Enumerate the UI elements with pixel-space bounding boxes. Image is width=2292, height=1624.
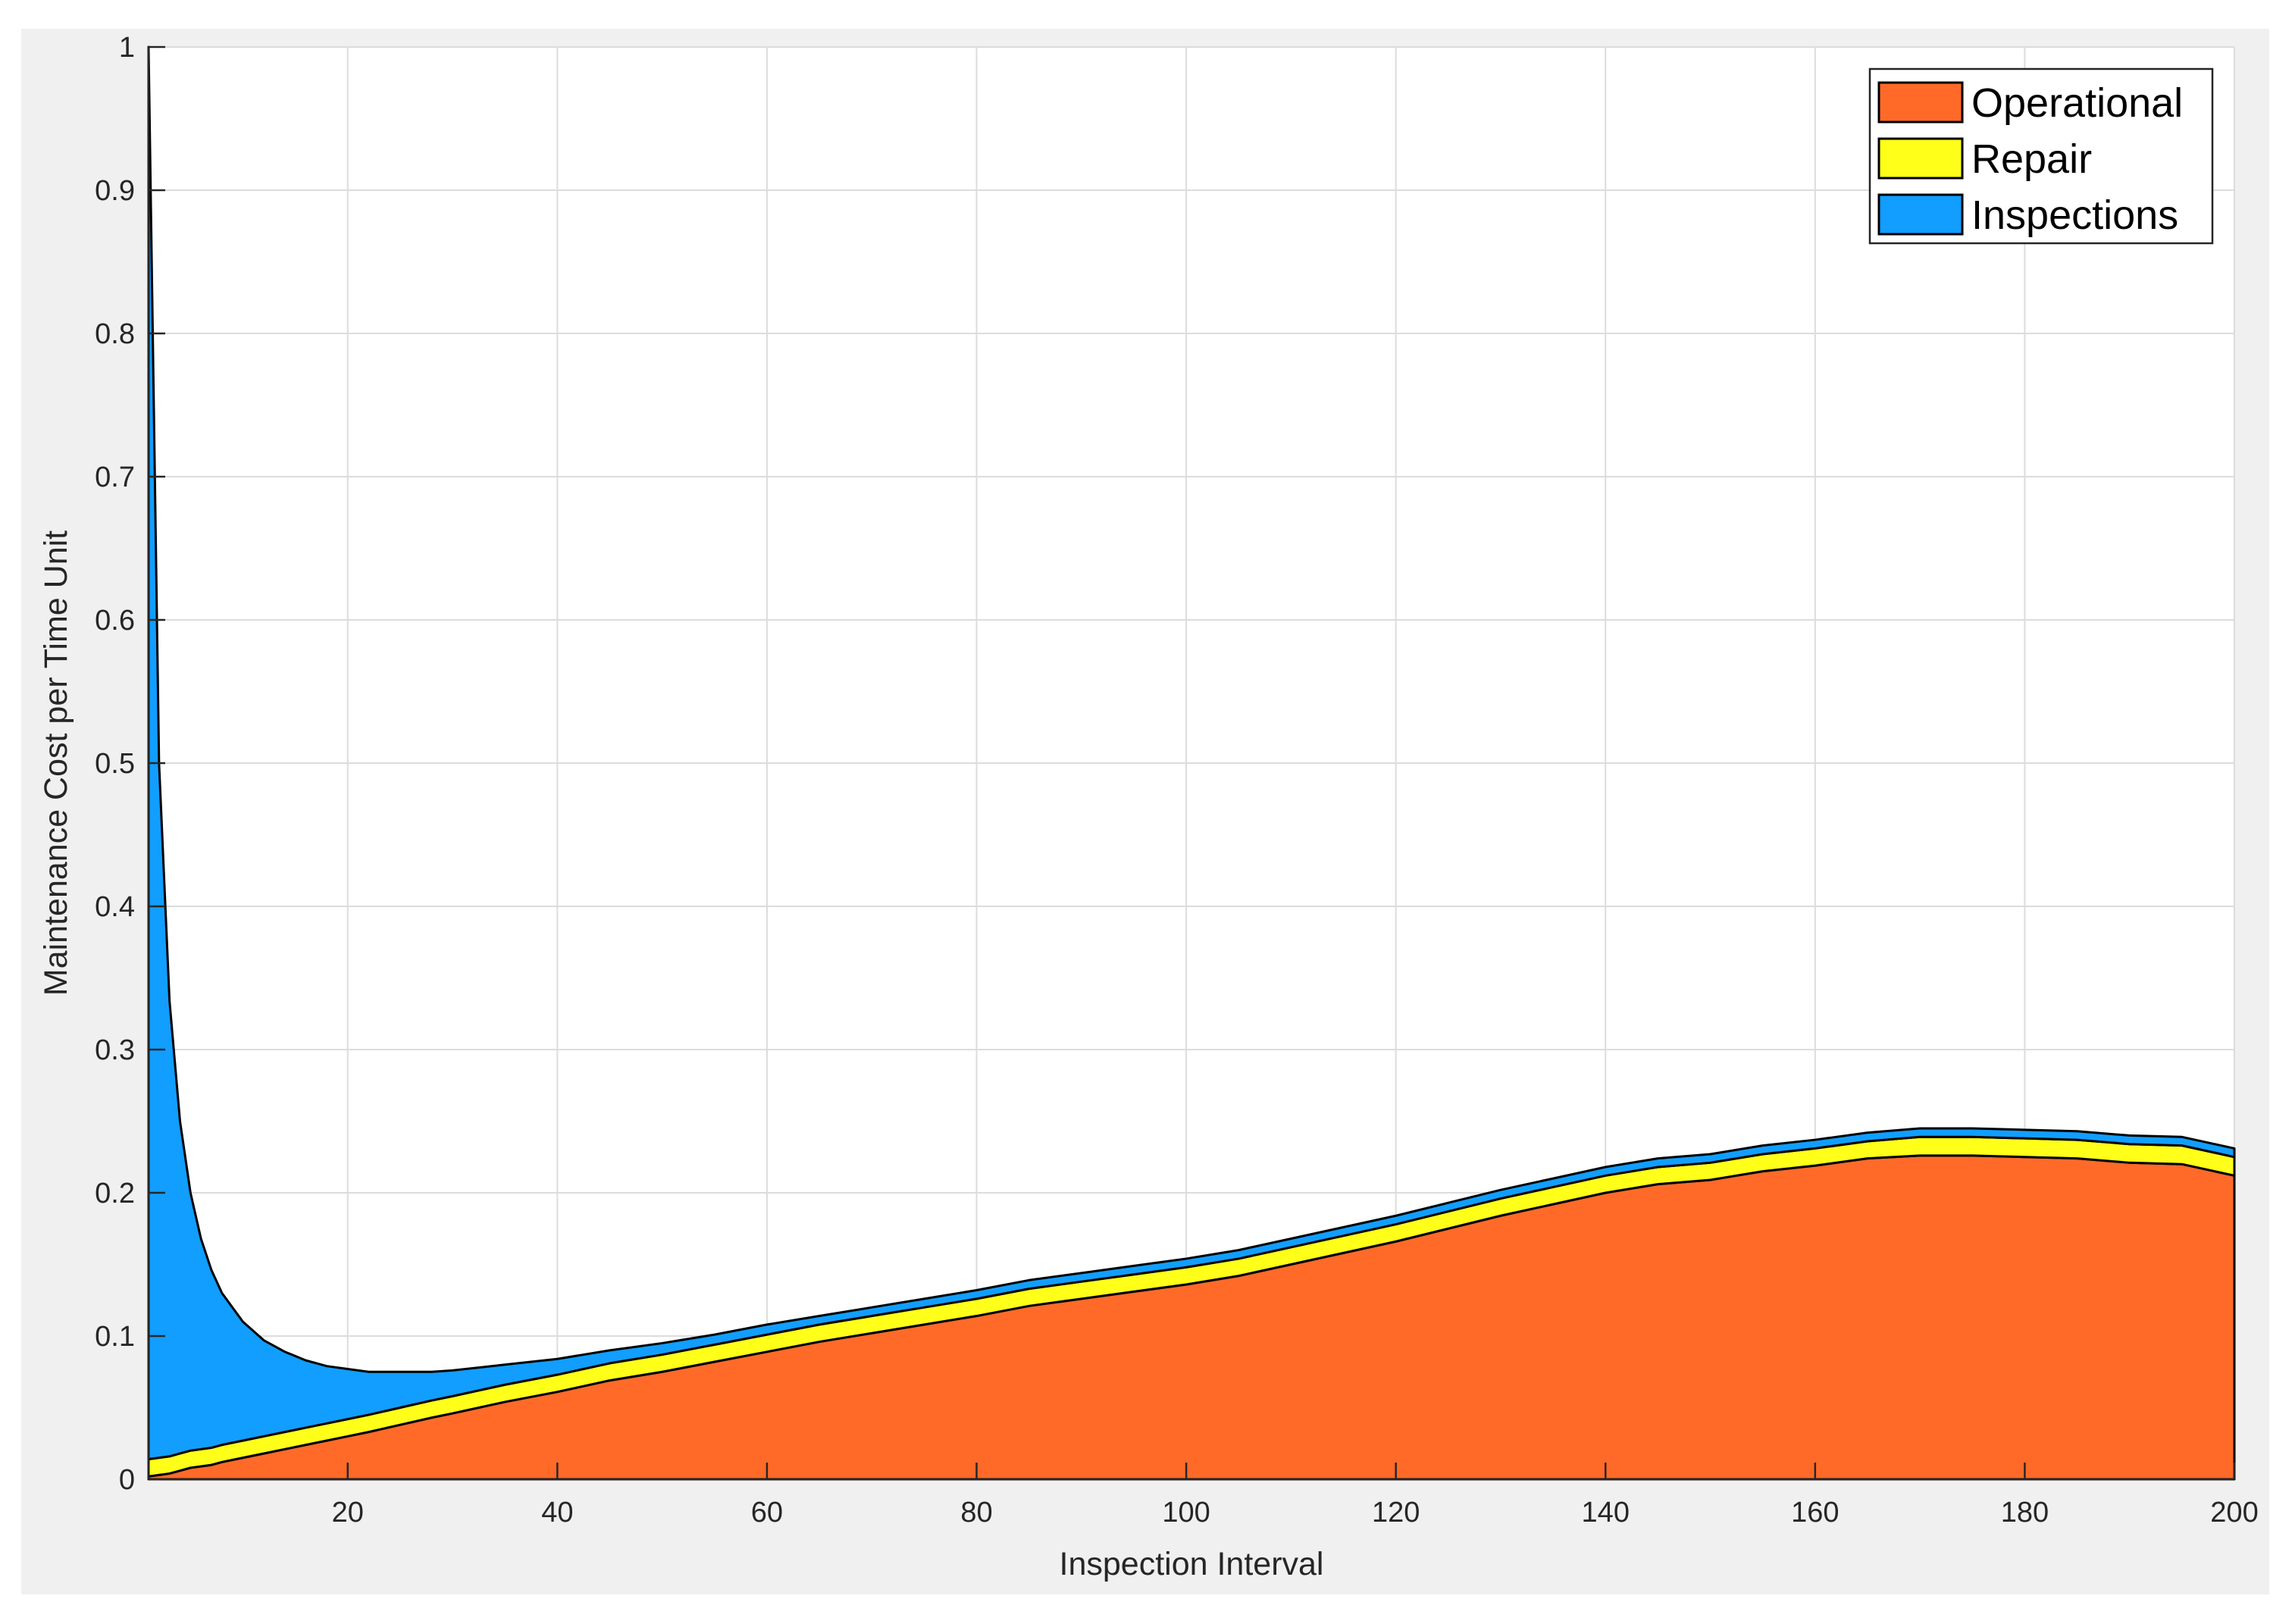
y-tick-label: 0.2 xyxy=(95,1178,135,1209)
x-tick-label: 20 xyxy=(332,1497,364,1529)
area-inspections xyxy=(147,45,2236,1461)
y-tick-label: 0.8 xyxy=(95,318,135,350)
legend-label-repair: Repair xyxy=(1971,136,2092,182)
y-tick-label: 0.5 xyxy=(95,748,135,780)
x-tick-label: 180 xyxy=(2001,1497,2049,1529)
legend-swatch-inspections xyxy=(1877,193,1964,236)
x-tick-label: 140 xyxy=(1582,1497,1630,1529)
y-tick-label: 0.3 xyxy=(95,1034,135,1066)
x-tick-label: 160 xyxy=(1791,1497,1839,1529)
x-tick-label: 100 xyxy=(1162,1497,1210,1529)
x-tick-label: 40 xyxy=(541,1497,573,1529)
y-tick-label: 0.7 xyxy=(95,462,135,493)
y-axis-label: Maintenance Cost per Time Unit xyxy=(38,530,74,996)
x-tick-label: 120 xyxy=(1372,1497,1420,1529)
legend: Operational Repair Inspections xyxy=(1868,67,2214,245)
y-tick-label: 0.6 xyxy=(95,605,135,637)
x-tick-label: 60 xyxy=(751,1497,783,1529)
x-tick-label: 200 xyxy=(2210,1497,2258,1529)
tick-labels: 20 40 60 80 100 120 140 160 180 200 0 0.1 0.2 0.3 0.4 0… xyxy=(95,32,2259,1529)
legend-swatch-repair xyxy=(1877,137,1964,180)
x-tick-label: 80 xyxy=(960,1497,992,1529)
y-tick-label: 0.4 xyxy=(95,891,135,923)
y-tick-label: 0.1 xyxy=(95,1321,135,1353)
y-tick-label: 0 xyxy=(119,1464,135,1496)
legend-swatch-operational xyxy=(1877,81,1964,124)
y-tick-label: 1 xyxy=(119,32,135,64)
y-tick-label: 0.9 xyxy=(95,175,135,207)
legend-label-inspections: Inspections xyxy=(1971,192,2178,238)
x-axis-label: Inspection Interval xyxy=(1060,1546,1324,1582)
axes xyxy=(147,45,2236,1481)
legend-label-operational: Operational xyxy=(1971,80,2183,126)
